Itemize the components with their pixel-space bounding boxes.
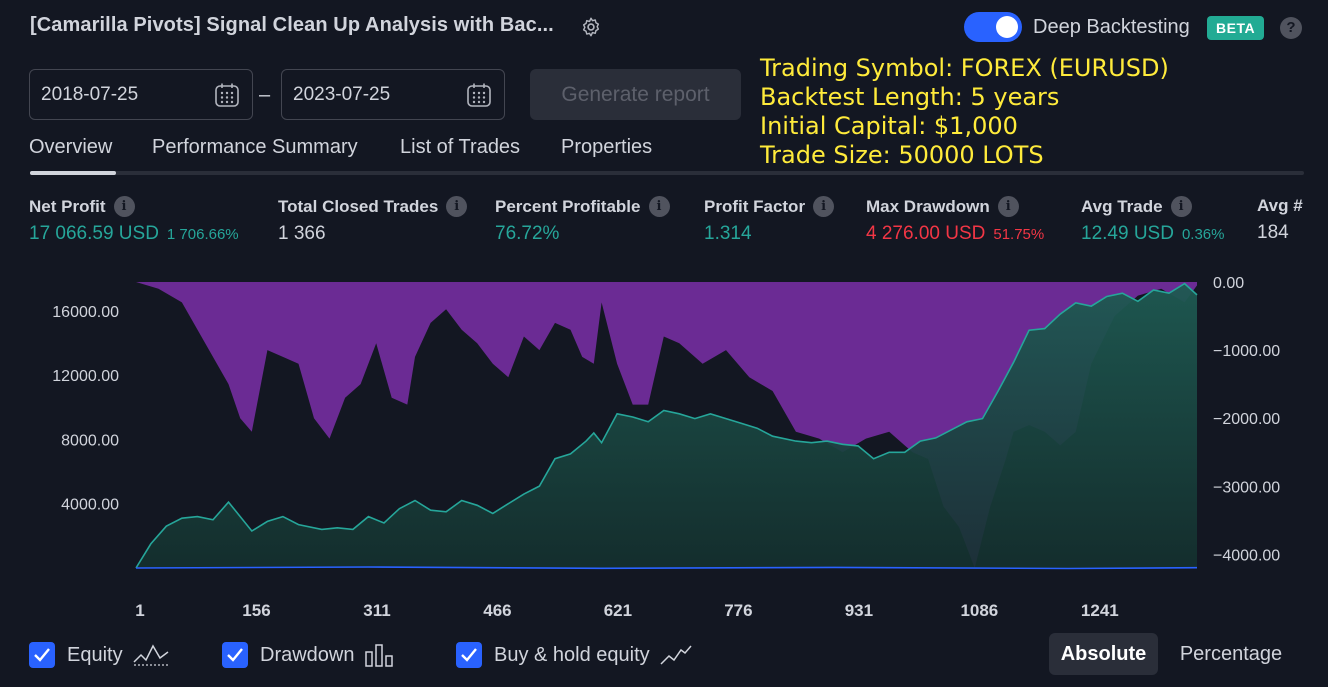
- tab-overview[interactable]: Overview: [29, 136, 113, 158]
- legend-label: Buy & hold equity: [494, 643, 650, 666]
- stat-value: 1.314: [704, 223, 752, 244]
- stat-label: Percent Profitable: [495, 196, 641, 216]
- equity-chart[interactable]: 16000.00 12000.00 8000.00 4000.00 0.00 −1000.…: [0, 262, 1328, 632]
- legend-label: Drawdown: [260, 643, 355, 666]
- end-date-input[interactable]: 2023-07-25: [281, 69, 505, 120]
- left-axis-tick: 16000.00: [52, 304, 119, 321]
- x-axis-tick: 1086: [960, 601, 998, 620]
- x-axis-tick: 621: [604, 601, 632, 620]
- x-axis-tick: 311: [363, 601, 390, 620]
- stat-profit-factor: Profit Factor i 1.314: [704, 196, 835, 245]
- equity-line: [135, 282, 1198, 569]
- equity-area: [136, 283, 1197, 568]
- stat-label: Total Closed Trades: [278, 196, 439, 216]
- x-axis-tick: 776: [724, 601, 752, 620]
- strategy-title: [Camarilla Pivots] Signal Clean Up Analy…: [30, 14, 554, 36]
- stat-value: 76.72%: [495, 223, 560, 244]
- stat-label: Profit Factor: [704, 196, 806, 216]
- left-axis-tick: 8000.00: [61, 432, 119, 449]
- stat-avg-trade: Avg Trade i 12.49 USD 0.36%: [1081, 196, 1225, 245]
- x-axis-tick: 1: [135, 601, 144, 620]
- equity-line-icon: [133, 644, 169, 666]
- stat-value: 12.49 USD: [1081, 223, 1174, 244]
- generate-report-button[interactable]: Generate report: [530, 69, 741, 120]
- info-icon[interactable]: i: [813, 196, 835, 217]
- stat-percent-profitable: Percent Profitable i 76.72%: [495, 196, 670, 245]
- info-icon[interactable]: i: [997, 196, 1019, 217]
- left-axis-tick: 12000.00: [52, 368, 119, 385]
- info-icon[interactable]: i: [648, 196, 670, 217]
- legend-label: Equity: [67, 643, 123, 666]
- info-line: Backtest Length: 5 years: [760, 83, 1060, 111]
- stat-label: Net Profit: [29, 196, 106, 216]
- stat-percent: 0.36%: [1181, 226, 1225, 243]
- checkbox-buy-hold[interactable]: [456, 642, 482, 668]
- end-date-value: 2023-07-25: [293, 84, 391, 105]
- right-axis-tick: −2000.00: [1213, 411, 1280, 428]
- report-tabs: Overview Performance Summary List of Tra…: [0, 134, 1328, 178]
- deep-backtesting-toggle[interactable]: [964, 12, 1022, 42]
- stat-avg-bars: Avg # 184: [1257, 196, 1303, 244]
- right-axis-tick: 0.00: [1213, 275, 1244, 292]
- tab-list-of-trades[interactable]: List of Trades: [400, 136, 521, 158]
- stat-net-profit: Net Profit i 17 066.59 USD 1 706.66%: [29, 196, 239, 245]
- stat-percent: 1 706.66%: [166, 226, 239, 243]
- right-axis-tick: −3000.00: [1213, 479, 1280, 496]
- absolute-button[interactable]: Absolute: [1049, 633, 1158, 675]
- tab-properties[interactable]: Properties: [561, 136, 653, 158]
- stat-value: 1 366: [278, 223, 326, 244]
- bar-chart-icon: [365, 644, 394, 667]
- backtest-info-overlay: Trading Symbol: FOREX (EURUSD) Backtest …: [760, 54, 1169, 170]
- legend-drawdown[interactable]: Drawdown: [222, 638, 396, 672]
- drawdown-area: [136, 282, 1197, 568]
- tab-performance-summary[interactable]: Performance Summary: [152, 136, 358, 158]
- gear-icon[interactable]: [580, 16, 602, 38]
- percentage-button[interactable]: Percentage: [1179, 643, 1283, 665]
- beta-badge: BETA: [1207, 16, 1265, 40]
- stat-max-drawdown: Max Drawdown i 4 276.00 USD 51.75%: [866, 196, 1044, 245]
- tab-track: [30, 171, 1304, 175]
- right-axis-tick: −4000.00: [1213, 547, 1280, 564]
- stat-label: Max Drawdown: [866, 196, 990, 216]
- info-icon[interactable]: i: [1170, 196, 1192, 217]
- start-date-value: 2018-07-25: [41, 84, 139, 105]
- calendar-icon[interactable]: [214, 82, 240, 108]
- stat-total-closed-trades: Total Closed Trades i 1 366: [278, 196, 468, 245]
- stat-label: Avg Trade: [1081, 196, 1163, 216]
- x-axis-tick: 1241: [1081, 601, 1119, 620]
- stat-percent: 51.75%: [993, 226, 1045, 243]
- x-axis-tick: 931: [845, 601, 873, 620]
- checkbox-drawdown[interactable]: [222, 642, 248, 668]
- checkbox-equity[interactable]: [29, 642, 55, 668]
- x-axis-tick: 156: [242, 601, 270, 620]
- legend-buy-hold[interactable]: Buy & hold equity: [456, 638, 692, 672]
- date-separator: –: [259, 84, 271, 106]
- left-axis-tick: 4000.00: [61, 497, 119, 514]
- calendar-icon[interactable]: [466, 82, 492, 108]
- stat-value: 17 066.59 USD: [29, 223, 159, 244]
- deep-backtesting-label: Deep Backtesting: [1033, 16, 1190, 38]
- toggle-knob: [996, 16, 1018, 38]
- stat-value: 4 276.00 USD: [866, 223, 986, 244]
- stat-value: 184: [1257, 222, 1289, 243]
- info-line: Trading Symbol: FOREX (EURUSD): [760, 54, 1169, 82]
- info-line: Trade Size: 50000 LOTS: [760, 141, 1044, 169]
- help-icon[interactable]: ?: [1280, 17, 1302, 39]
- info-icon[interactable]: i: [446, 196, 468, 217]
- legend-equity[interactable]: Equity: [29, 638, 169, 672]
- right-axis-tick: −1000.00: [1213, 343, 1280, 360]
- start-date-input[interactable]: 2018-07-25: [29, 69, 253, 120]
- info-icon[interactable]: i: [113, 196, 135, 217]
- active-tab-indicator: [30, 171, 116, 175]
- stat-label: Avg #: [1257, 196, 1303, 215]
- x-axis-tick: 466: [483, 601, 511, 620]
- info-line: Initial Capital: $1,000: [760, 112, 1018, 140]
- trend-line-icon: [660, 645, 692, 665]
- buy-hold-line: [135, 566, 1198, 570]
